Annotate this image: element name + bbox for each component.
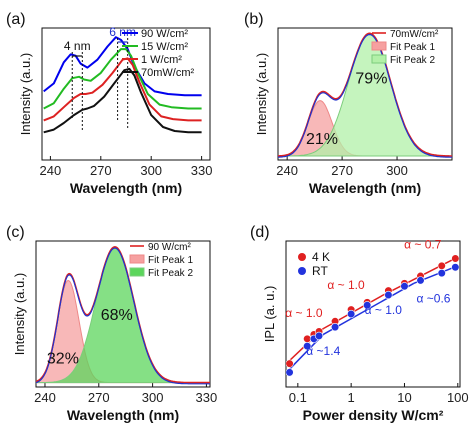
x-tick-label: 300 <box>142 390 164 405</box>
x-tick-label: 300 <box>140 163 162 178</box>
legend-label: Fit Peak 1 <box>390 42 435 53</box>
legend-label: Fit Peak 2 <box>148 268 193 279</box>
x-tick-label: 0.1 <box>289 390 307 405</box>
legend-label: Fit Peak 2 <box>390 55 435 66</box>
exponent-label: α ~ 1.0 <box>327 278 365 292</box>
plot-frame <box>277 27 453 161</box>
data-point-4k <box>437 261 446 270</box>
legend-label: 90 W/cm² <box>141 28 188 40</box>
peak-percent-label: 32% <box>47 351 79 368</box>
legend-label: 15 W/cm² <box>141 41 188 53</box>
peak-percent-label: 68% <box>101 307 133 324</box>
exponent-label: α ~ 1.0 <box>285 306 323 320</box>
series-line-2 <box>43 48 202 110</box>
x-tick-label: 270 <box>331 163 353 178</box>
panel-1: (a) 240 270 300 330 Wavelength (nm) Intensity … <box>6 11 212 196</box>
panel-2: (b) 240 270 300 Wavelength (nm) Intensity (a.… <box>244 11 453 196</box>
data-point-rt <box>330 323 340 332</box>
data-point-rt <box>416 276 425 285</box>
plot-frame <box>35 240 211 388</box>
panel-3: (c) 240 270 300 330 Wavelength (nm) Intensity … <box>6 224 217 423</box>
plot-area <box>36 246 210 385</box>
exponent-label: α ~0.6 <box>416 291 450 305</box>
data-point-rt <box>400 282 409 291</box>
legend-marker <box>298 253 306 261</box>
x-tick-label: 1 <box>348 390 355 405</box>
data-point-rt <box>314 331 324 341</box>
panel-label: (d) <box>250 224 270 241</box>
x-tick-label: 240 <box>34 390 56 405</box>
legend-swatch <box>129 267 145 277</box>
x-tick-label: 330 <box>191 163 213 178</box>
x-tick-label: 330 <box>196 390 218 405</box>
legend-marker <box>298 267 306 275</box>
x-axis-label: Wavelength (nm) <box>70 180 182 196</box>
plot-frame <box>285 240 461 388</box>
y-axis-label: Intensity (a.u.) <box>254 53 269 135</box>
x-tick-label: 10 <box>397 390 411 405</box>
data-point-rt <box>451 263 460 272</box>
x-axis-label: Wavelength (nm) <box>67 407 179 423</box>
data-point-rt <box>437 269 446 278</box>
legend-swatch <box>371 41 387 51</box>
x-tick-label: 240 <box>276 163 298 178</box>
legend-label: Fit Peak 1 <box>148 255 193 266</box>
series-line-1 <box>43 36 202 97</box>
legend-label: 70mW/cm² <box>390 29 439 40</box>
y-axis-label: Intensity (a.u.) <box>12 273 27 355</box>
legend-label: RT <box>312 264 328 278</box>
y-axis-label: IPL (a. u.) <box>262 286 277 343</box>
x-tick-label: 300 <box>386 163 408 178</box>
fit-sum-curve <box>278 33 452 158</box>
data-point-rt <box>347 309 356 319</box>
legend-label: 70mW/cm² <box>141 67 195 79</box>
data-point-4k <box>451 254 460 263</box>
panel-label: (a) <box>6 11 26 28</box>
data-point-rt <box>363 301 372 310</box>
x-tick-label: 240 <box>40 163 62 178</box>
peak-percent-label: 21% <box>306 131 338 148</box>
legend-swatch <box>129 254 145 264</box>
x-tick-label: 270 <box>90 163 112 178</box>
legend-label: 1 W/cm² <box>141 54 182 66</box>
fit-sum-curve <box>36 247 210 385</box>
plot-frame <box>41 27 211 161</box>
x-axis-label: Wavelength (nm) <box>309 180 421 196</box>
shift-label: 4 nm <box>64 39 91 53</box>
panel-label: (b) <box>244 11 264 28</box>
exponent-label: α ~1.4 <box>306 344 340 358</box>
x-axis-label: Power density W/cm² <box>303 407 444 423</box>
plot-area <box>278 32 452 158</box>
x-tick-label: 270 <box>88 390 110 405</box>
panel-label: (c) <box>6 224 25 241</box>
peak-percent-label: 79% <box>355 70 387 87</box>
legend-swatch <box>371 54 387 64</box>
x-tick-label: 100 <box>447 390 469 405</box>
legend-label: 90 W/cm² <box>148 242 191 253</box>
data-point-rt <box>303 342 312 351</box>
data-point-rt <box>384 290 393 300</box>
exponent-label: α ~ 0.7 <box>404 237 442 251</box>
plot-area <box>286 254 460 377</box>
legend-label: 4 K <box>312 250 330 264</box>
exponent-label: α ~ 1.0 <box>365 303 403 317</box>
data-point-4k <box>286 359 294 368</box>
data-point-rt <box>286 368 294 377</box>
y-axis-label: Intensity (a.u.) <box>18 53 33 135</box>
